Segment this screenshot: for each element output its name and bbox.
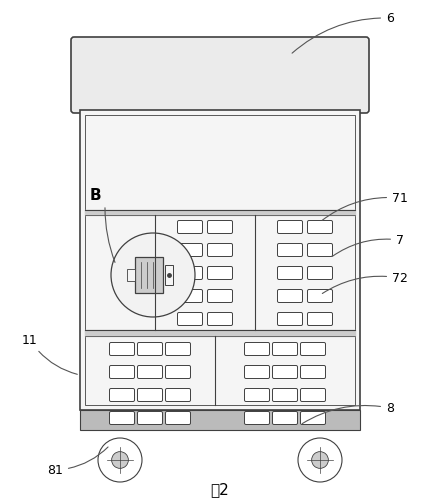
FancyBboxPatch shape xyxy=(165,366,191,378)
FancyBboxPatch shape xyxy=(208,312,232,326)
FancyBboxPatch shape xyxy=(300,412,325,424)
Bar xyxy=(85,115,355,405)
Text: 7: 7 xyxy=(332,234,404,256)
FancyBboxPatch shape xyxy=(300,342,325,355)
FancyBboxPatch shape xyxy=(244,412,269,424)
Text: 11: 11 xyxy=(22,334,77,374)
FancyBboxPatch shape xyxy=(177,290,202,302)
Bar xyxy=(80,110,360,410)
Circle shape xyxy=(111,233,195,317)
FancyBboxPatch shape xyxy=(109,342,135,355)
Text: 6: 6 xyxy=(292,12,394,53)
FancyBboxPatch shape xyxy=(165,412,191,424)
Bar xyxy=(165,265,173,285)
FancyBboxPatch shape xyxy=(109,388,135,402)
Text: 图2: 图2 xyxy=(211,482,229,498)
FancyBboxPatch shape xyxy=(244,366,269,378)
FancyBboxPatch shape xyxy=(277,266,303,280)
FancyBboxPatch shape xyxy=(177,244,202,256)
FancyBboxPatch shape xyxy=(109,412,135,424)
Text: 71: 71 xyxy=(322,192,408,220)
Bar xyxy=(127,269,135,281)
Circle shape xyxy=(98,438,142,482)
FancyBboxPatch shape xyxy=(138,388,162,402)
FancyBboxPatch shape xyxy=(177,220,202,234)
FancyBboxPatch shape xyxy=(300,388,325,402)
FancyBboxPatch shape xyxy=(208,244,232,256)
FancyBboxPatch shape xyxy=(138,366,162,378)
Text: 8: 8 xyxy=(303,402,394,423)
FancyBboxPatch shape xyxy=(208,290,232,302)
FancyBboxPatch shape xyxy=(138,342,162,355)
FancyBboxPatch shape xyxy=(277,312,303,326)
FancyBboxPatch shape xyxy=(208,220,232,234)
Text: 81: 81 xyxy=(47,447,108,476)
Circle shape xyxy=(298,438,342,482)
FancyBboxPatch shape xyxy=(273,366,298,378)
FancyBboxPatch shape xyxy=(244,388,269,402)
FancyBboxPatch shape xyxy=(277,244,303,256)
FancyBboxPatch shape xyxy=(273,342,298,355)
FancyBboxPatch shape xyxy=(71,37,369,113)
FancyBboxPatch shape xyxy=(208,266,232,280)
FancyBboxPatch shape xyxy=(177,266,202,280)
Circle shape xyxy=(312,452,329,468)
FancyBboxPatch shape xyxy=(273,388,298,402)
FancyBboxPatch shape xyxy=(165,342,191,355)
FancyBboxPatch shape xyxy=(307,266,333,280)
FancyBboxPatch shape xyxy=(177,312,202,326)
FancyBboxPatch shape xyxy=(307,244,333,256)
FancyBboxPatch shape xyxy=(165,388,191,402)
Text: 72: 72 xyxy=(322,272,408,293)
Bar xyxy=(135,257,163,293)
Text: B: B xyxy=(89,188,101,202)
FancyBboxPatch shape xyxy=(244,342,269,355)
FancyBboxPatch shape xyxy=(277,220,303,234)
Bar xyxy=(80,410,360,430)
FancyBboxPatch shape xyxy=(273,412,298,424)
FancyBboxPatch shape xyxy=(138,412,162,424)
FancyBboxPatch shape xyxy=(307,312,333,326)
FancyBboxPatch shape xyxy=(307,290,333,302)
FancyBboxPatch shape xyxy=(277,290,303,302)
FancyBboxPatch shape xyxy=(300,366,325,378)
FancyBboxPatch shape xyxy=(307,220,333,234)
Circle shape xyxy=(112,452,128,468)
FancyBboxPatch shape xyxy=(109,366,135,378)
